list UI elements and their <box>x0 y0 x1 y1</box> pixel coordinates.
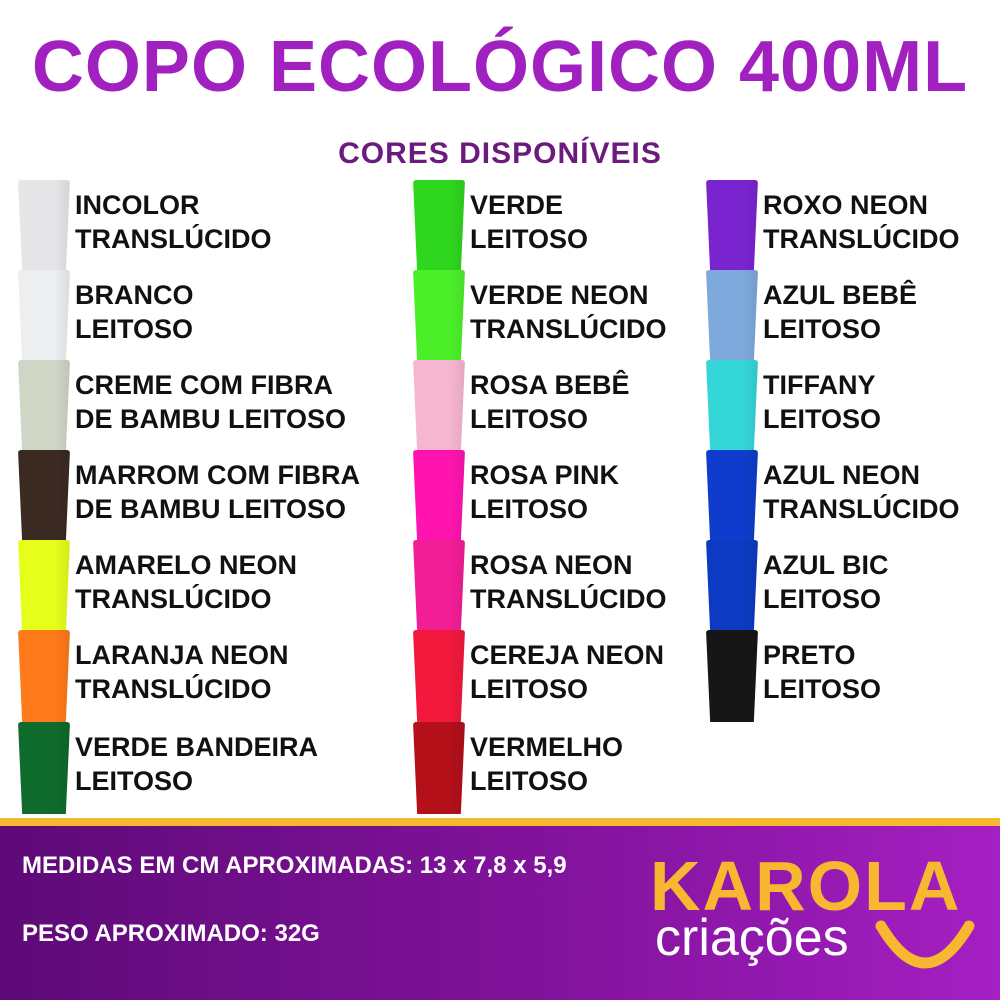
color-label-line: TRANSLÚCIDO <box>763 494 960 524</box>
logo-name: KAROLA <box>650 847 962 925</box>
color-label-line: TIFFANY <box>763 370 876 400</box>
color-label: CEREJA NEON LEITOSO <box>470 638 664 706</box>
color-label-line: LEITOSO <box>470 494 589 524</box>
color-label: VERDE LEITOSO <box>470 188 588 256</box>
subtitle-text: CORES DISPONÍVEIS <box>338 137 662 170</box>
color-label: BRANCO LEITOSO <box>75 278 194 346</box>
color-label-line: TRANSLÚCIDO <box>75 224 272 254</box>
cup-swatch <box>706 540 758 632</box>
title-text: COPO ECOLÓGICO 400ML <box>31 27 969 107</box>
cup-swatch <box>18 540 70 632</box>
color-label-line: BRANCO <box>75 280 194 310</box>
color-label-line: LEITOSO <box>75 314 194 344</box>
cup-swatch <box>706 270 758 362</box>
color-label: LARANJA NEON TRANSLÚCIDO <box>75 638 289 706</box>
color-label-line: LEITOSO <box>75 766 194 796</box>
cup-swatch <box>18 360 70 452</box>
color-label: VERDE BANDEIRA LEITOSO <box>75 730 318 798</box>
color-label-line: VERDE <box>470 190 564 220</box>
cup-swatch <box>413 180 465 272</box>
color-label-line: LEITOSO <box>763 404 882 434</box>
color-label: AZUL NEON TRANSLÚCIDO <box>763 458 960 526</box>
color-label-line: ROXO NEON <box>763 190 929 220</box>
cup-swatch <box>18 180 70 272</box>
color-label-line: VERDE NEON <box>470 280 649 310</box>
color-label-line: AZUL BIC <box>763 550 889 580</box>
cup-swatch <box>413 722 465 814</box>
color-label-line: LEITOSO <box>763 584 882 614</box>
color-label-line: TRANSLÚCIDO <box>75 584 272 614</box>
color-label: INCOLOR TRANSLÚCIDO <box>75 188 272 256</box>
color-label-line: LARANJA NEON <box>75 640 289 670</box>
color-label: PRETO LEITOSO <box>763 638 881 706</box>
color-label: CREME COM FIBRA DE BAMBU LEITOSO <box>75 368 346 436</box>
measures-text: MEDIDAS EM CM APROXIMADAS: 13 x 7,8 x 5,… <box>22 852 567 879</box>
color-label: TIFFANY LEITOSO <box>763 368 881 436</box>
color-label-line: VERDE BANDEIRA <box>75 732 319 762</box>
color-label: AZUL BIC LEITOSO <box>763 548 889 616</box>
subtitle: CORES DISPONÍVEIS <box>0 132 1000 176</box>
color-label-line: DE BAMBU LEITOSO <box>75 404 347 434</box>
cup-swatch <box>413 630 465 722</box>
color-label-line: PRETO <box>763 640 856 670</box>
cup-swatch <box>706 450 758 542</box>
color-label-line: TRANSLÚCIDO <box>763 224 960 254</box>
color-label: ROSA BEBÊ LEITOSO <box>470 368 630 436</box>
color-label-line: ROSA PINK <box>470 460 620 490</box>
color-label-line: INCOLOR <box>75 190 200 220</box>
color-label-line: AZUL NEON <box>763 460 921 490</box>
cup-swatch <box>706 630 758 722</box>
cup-swatch <box>413 450 465 542</box>
color-label: AMARELO NEON TRANSLÚCIDO <box>75 548 297 616</box>
color-label: AZUL BEBÊ LEITOSO <box>763 278 917 346</box>
color-label: ROSA NEON TRANSLÚCIDO <box>470 548 667 616</box>
color-label: MARROM COM FIBRA DE BAMBU LEITOSO <box>75 458 360 526</box>
color-label-line: CEREJA NEON <box>470 640 665 670</box>
color-label: ROXO NEON TRANSLÚCIDO <box>763 188 960 256</box>
cup-swatch <box>413 360 465 452</box>
cup-swatch <box>413 270 465 362</box>
color-label-line: ROSA NEON <box>470 550 633 580</box>
color-label-line: DE BAMBU LEITOSO <box>75 494 347 524</box>
color-label-line: CREME COM FIBRA <box>75 370 333 400</box>
page-title: COPO ECOLÓGICO 400ML <box>0 24 1000 110</box>
cup-swatch <box>706 360 758 452</box>
info-banner <box>0 826 1000 1000</box>
divider-line <box>0 818 1000 826</box>
cup-swatch <box>706 180 758 272</box>
color-label: ROSA PINK LEITOSO <box>470 458 619 526</box>
logo-tagline: criações <box>655 909 849 967</box>
smile-icon <box>875 920 975 969</box>
color-label-line: TRANSLÚCIDO <box>470 584 667 614</box>
color-label-line: LEITOSO <box>763 314 882 344</box>
color-label-line: LEITOSO <box>470 674 589 704</box>
color-label-line: ROSA BEBÊ <box>470 370 630 400</box>
weight-text: PESO APROXIMADO: 32G <box>22 920 320 947</box>
cup-swatch <box>18 450 70 542</box>
color-label-line: AMARELO NEON <box>75 550 297 580</box>
cup-swatch <box>18 630 70 722</box>
cup-swatch <box>18 270 70 362</box>
color-label-line: VERMELHO <box>470 732 624 762</box>
color-label-line: TRANSLÚCIDO <box>75 674 272 704</box>
color-label-line: MARROM COM FIBRA <box>75 460 360 490</box>
color-label-line: TRANSLÚCIDO <box>470 314 667 344</box>
cup-swatch <box>413 540 465 632</box>
cup-swatch <box>18 722 70 814</box>
color-label-line: AZUL BEBÊ <box>763 280 918 310</box>
color-label-line: LEITOSO <box>470 404 589 434</box>
color-label-line: LEITOSO <box>763 674 882 704</box>
color-label: VERMELHO LEITOSO <box>470 730 623 798</box>
color-label-line: LEITOSO <box>470 224 589 254</box>
color-label: VERDE NEON TRANSLÚCIDO <box>470 278 667 346</box>
color-label-line: LEITOSO <box>470 766 589 796</box>
